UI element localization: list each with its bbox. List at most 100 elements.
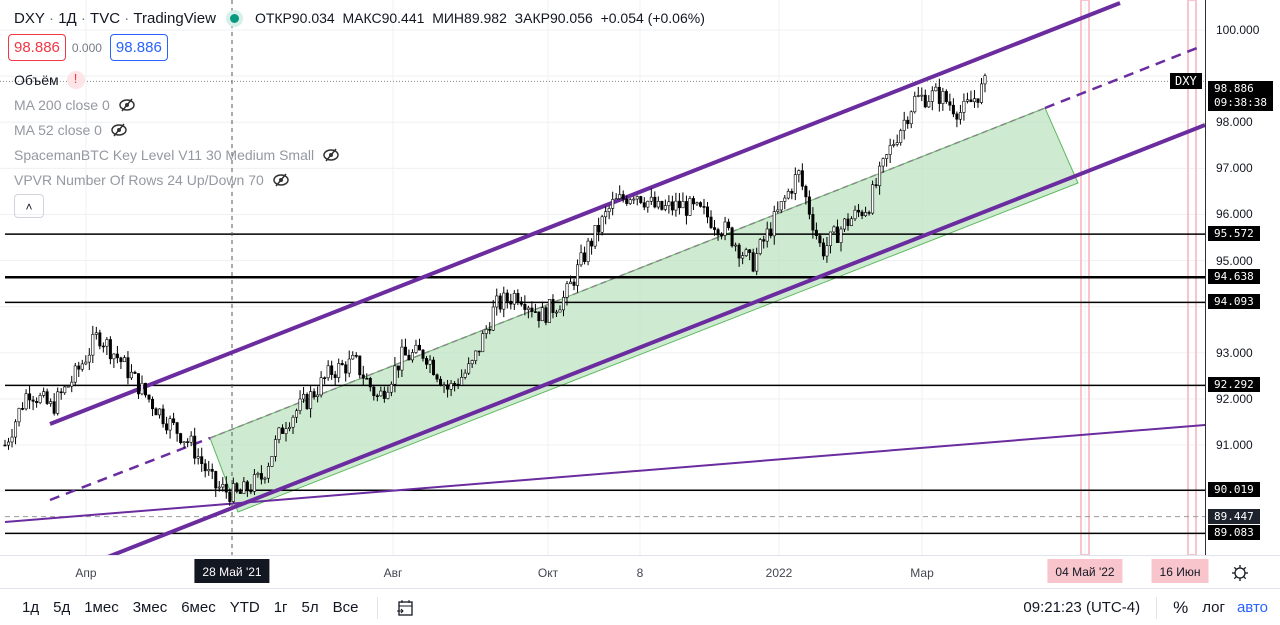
close-label: ЗАКР [514,10,550,26]
candle-body [80,363,84,370]
time-axis[interactable]: Апр 28 Май '21 Авг Окт 8 2022 Мар 04 Май… [0,555,1280,589]
indicator-key-level[interactable]: SpacemanBTC Key Level V11 30 Medium Smal… [14,142,705,167]
collapse-legend-button[interactable]: ˄ [14,194,44,218]
candle-body [842,218,846,230]
candle-body [358,355,362,376]
candle-body [375,395,379,398]
candle-body [892,144,896,146]
candle-body [238,491,242,494]
candle-body [635,196,639,200]
candle-body [786,191,790,199]
range-5y[interactable]: 5л [301,599,319,616]
candle-body [354,355,358,357]
channel-lower-line [107,123,1205,555]
symbol[interactable]: DXY [14,9,45,27]
candle-body [913,96,917,113]
range-5d[interactable]: 5д [53,599,71,616]
candle-body [154,408,158,416]
candle-body [755,253,759,272]
candle-body [895,142,899,145]
indicator-ma200[interactable]: MA 200 close 0 [14,92,705,117]
candle-body [63,386,67,394]
candle-body [221,484,225,488]
candle-body [632,198,636,201]
eye-hidden-icon[interactable] [110,123,128,137]
low-label: МИН [432,10,465,26]
range-1y[interactable]: 1г [273,599,288,616]
indicator-vpvr[interactable]: VPVR Number Of Rows 24 Up/Down 70 [14,167,705,192]
candle-body [10,436,14,443]
trend-line [4,424,1205,523]
candle-body [811,214,815,231]
candle-body [579,252,583,266]
candle-body [133,371,137,374]
candle-body [333,374,337,378]
candle-body [24,393,28,410]
candle-body [807,196,811,215]
calendar-goto-icon[interactable] [396,599,414,617]
channel-mid-dashed [1044,46,1198,110]
range-6m[interactable]: 6мес [181,599,216,616]
candle-body [488,328,492,331]
candle-body [846,218,850,226]
range-1m[interactable]: 1мес [84,599,119,616]
sell-price-button[interactable]: 98.886 [8,34,66,61]
candle-body [850,218,854,226]
price-chart[interactable] [0,0,1205,555]
range-ytd[interactable]: YTD [229,599,260,616]
price-axis[interactable]: 100.000 98.000 97.000 96.000 95.000 93.000 92.… [1205,0,1280,555]
candle-body [674,200,678,211]
candle-body [101,345,105,348]
candle-body [368,377,372,388]
clock-timezone[interactable]: 09:21:23 (UTC-4) [1023,599,1141,616]
candle-body [874,184,878,187]
candle-body [944,91,948,103]
level-price-label: 94.638 [1208,269,1260,285]
candle-body [115,353,119,359]
candle-body [878,165,882,187]
candle-body [249,490,253,493]
eye-hidden-icon[interactable] [322,148,340,162]
log-scale-toggle[interactable]: лог [1202,599,1225,616]
candle-body [453,383,457,385]
candle-body [73,365,77,383]
time-label: Мар [910,566,934,580]
candle-body [456,383,460,386]
candle-body [744,249,748,256]
settings-gear-icon[interactable] [1231,564,1249,582]
candle-body [277,427,281,440]
range-all[interactable]: Все [332,599,359,616]
indicator-ma52[interactable]: MA 52 close 0 [14,117,705,142]
candle-body [902,119,906,131]
range-3m[interactable]: 3мес [132,599,168,616]
candle-body [716,229,720,236]
candle-body [242,481,246,494]
percent-scale-toggle[interactable]: % [1173,597,1189,617]
candle-body [59,391,63,394]
auto-scale-toggle[interactable]: авто [1236,599,1268,616]
candle-body [14,421,18,438]
marker-time-label: 16 Июн [1151,559,1209,583]
candle-body [839,228,843,243]
current-symbol-label: DXY [1170,73,1202,90]
candle-body [379,390,383,397]
candle-body [937,86,941,104]
candle-body [976,98,980,103]
candle-body [649,196,653,202]
indicator-volume[interactable]: Объём! [14,67,705,92]
high-label: МАКС [342,10,382,26]
range-1d[interactable]: 1д [22,599,40,616]
candle-body [442,384,446,387]
candle-body [611,199,615,209]
eye-hidden-icon[interactable] [272,173,290,187]
candle-body [361,374,365,379]
crosshair-time-label: 28 Май '21 [194,559,270,583]
candle-body [772,211,776,237]
buy-price-button[interactable]: 98.886 [109,34,168,61]
candle-body [207,469,211,472]
candle-body [467,363,471,374]
candle-body [474,350,478,361]
eye-hidden-icon[interactable] [118,98,136,112]
candle-body [979,83,983,103]
candle-body [607,208,611,213]
